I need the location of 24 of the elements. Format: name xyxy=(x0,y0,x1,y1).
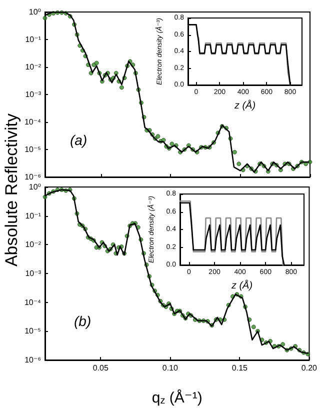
x-tick-label: 0.15 xyxy=(232,364,248,372)
y-tick-label: 10⁻⁵ xyxy=(24,326,41,336)
y-tick-label: 10⁻³ xyxy=(25,90,42,99)
y-tick-label: 10⁻⁴ xyxy=(24,298,42,307)
x-axis-title: z (Å) xyxy=(233,100,256,112)
y-tick-label: 10⁻⁴ xyxy=(24,118,42,126)
y-tick-label: 10⁻⁵ xyxy=(24,145,41,154)
y-tick-label: 10⁻⁶ xyxy=(24,172,41,182)
x-axis-title: z (Å) xyxy=(230,280,253,292)
y-tick-label: 10⁰ xyxy=(28,8,41,16)
x-tick-label: 0.05 xyxy=(92,364,109,372)
y-tick-label: 10⁻³ xyxy=(25,269,42,278)
x-tick-label: 0.10 xyxy=(162,364,178,372)
y-axis-title: Absolute Reflectivity xyxy=(2,113,22,267)
annotation: (a) xyxy=(70,132,88,148)
x-axis-title: qz (Å⁻¹) xyxy=(152,388,202,406)
annotation: (b) xyxy=(74,313,92,329)
y-tick-label: 10⁻¹ xyxy=(25,35,42,44)
y-tick-label: 10⁻² xyxy=(25,62,42,72)
y-tick-label: 10⁰ xyxy=(28,182,41,192)
x-tick-label: 0.20 xyxy=(301,364,318,372)
y-tick-label: 10⁻⁶ xyxy=(24,356,41,364)
y-tick-label: 10⁻¹ xyxy=(25,211,42,220)
y-tick-label: 10⁻² xyxy=(25,240,42,250)
